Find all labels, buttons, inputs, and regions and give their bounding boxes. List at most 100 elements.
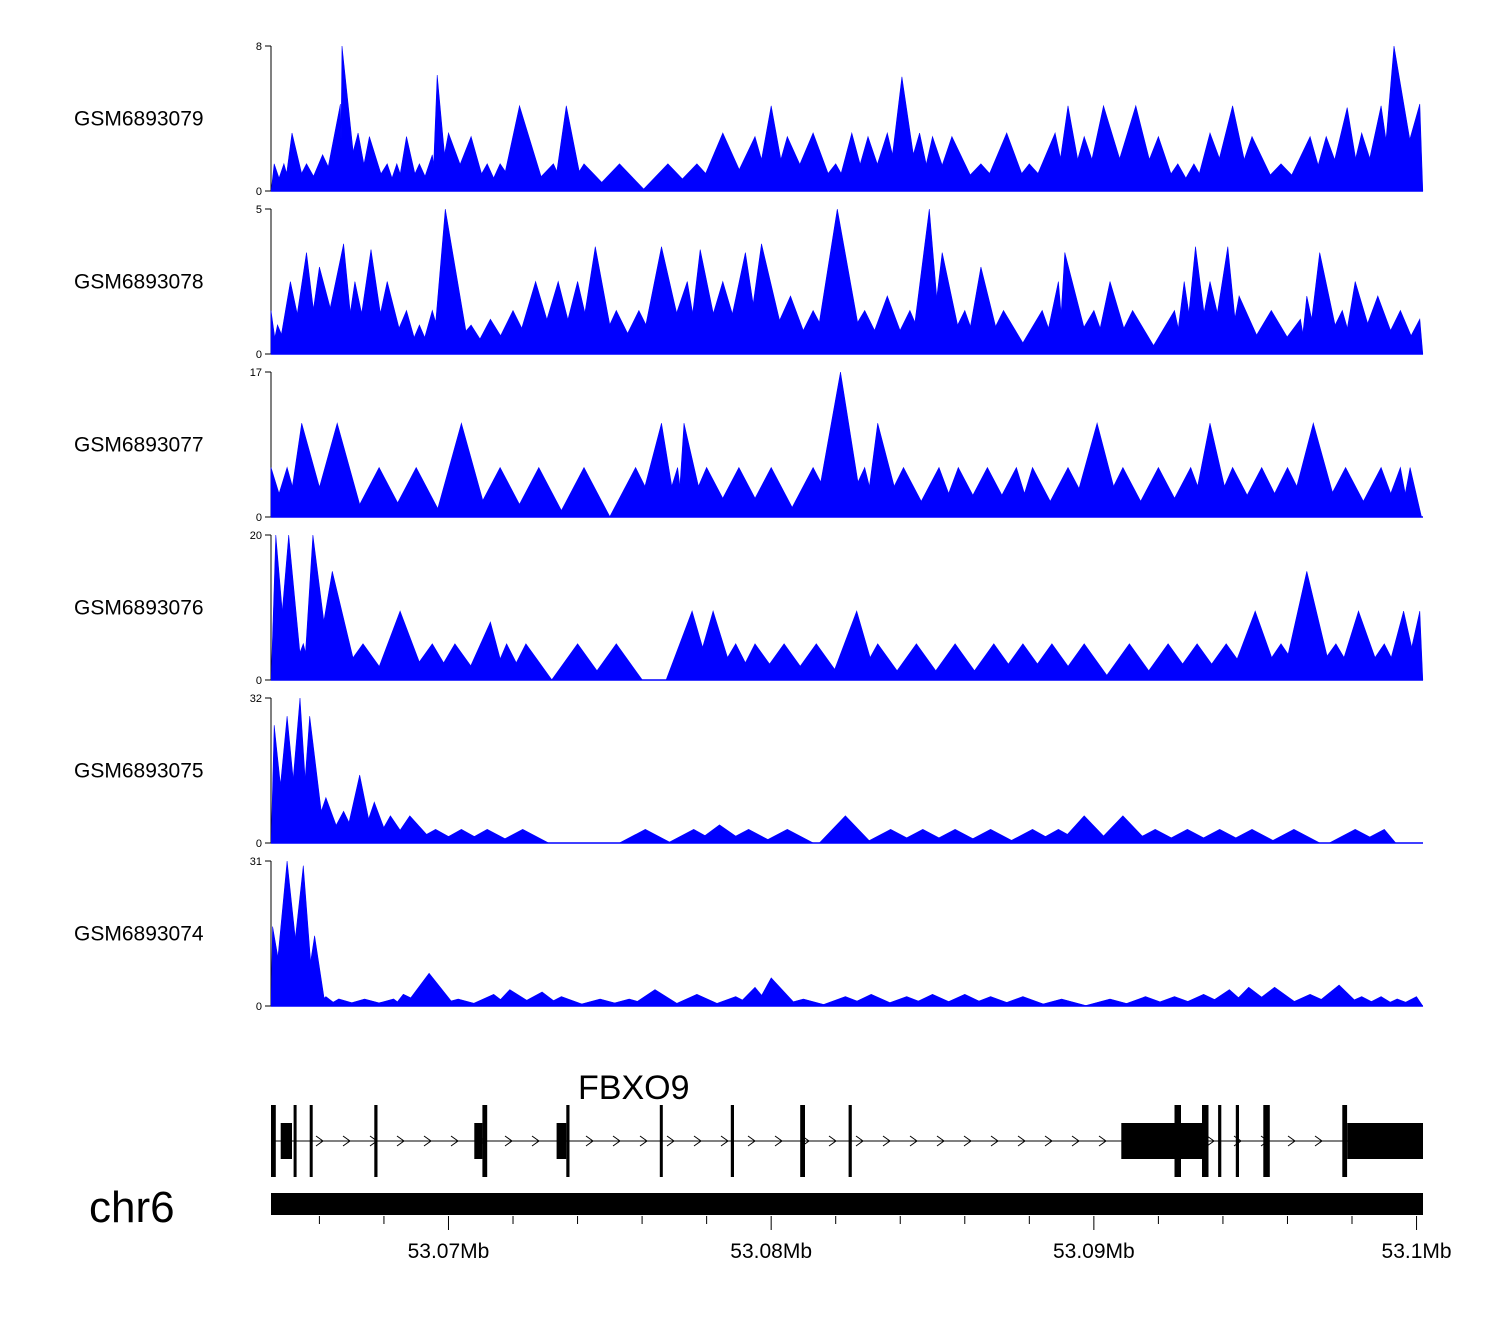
- strand-arrow: [531, 1135, 540, 1147]
- signal-peak: [629, 989, 683, 1007]
- strand-arrow: [639, 1135, 648, 1147]
- chromosome-label: chr6: [89, 1183, 175, 1232]
- signal-peak: [435, 422, 488, 518]
- y-min-label: 0: [256, 349, 262, 361]
- signal-peak: [1035, 998, 1088, 1007]
- signal-peak: [512, 466, 566, 518]
- strand-arrow: [1287, 1135, 1296, 1147]
- track-gsm6893079: GSM6893079 8 0: [74, 41, 1424, 198]
- track-gsm6893074: GSM6893074 31 0: [74, 856, 1424, 1013]
- x-axis: 53.07Mb 53.08Mb 53.09Mb 53.1Mb: [318, 1216, 1452, 1263]
- signal-peak: [619, 829, 672, 844]
- strand-arrow: [720, 1135, 729, 1147]
- x-tick-label: 53.1Mb: [1382, 1240, 1452, 1263]
- strand-arrow: [666, 1135, 675, 1147]
- signal-peak: [964, 829, 1017, 844]
- x-tick-label: 53.09Mb: [1053, 1240, 1135, 1263]
- strand-arrow: [423, 1135, 432, 1147]
- strand-arrow: [882, 1135, 891, 1147]
- signal-peak: [557, 466, 611, 518]
- y-max-label: 17: [250, 367, 262, 379]
- gene-exon: [309, 1105, 313, 1177]
- strand-arrow: [342, 1135, 351, 1147]
- track-label: GSM6893079: [74, 108, 204, 131]
- signal-peak: [496, 829, 549, 844]
- y-min-label: 0: [256, 512, 262, 524]
- strand-arrow: [774, 1135, 783, 1147]
- strand-arrow: [612, 1135, 621, 1147]
- strand-arrow: [936, 1135, 945, 1147]
- signal-peak: [323, 103, 343, 192]
- signal-peak: [744, 466, 798, 518]
- track-gsm6893076: GSM6893076 20 0: [74, 530, 1424, 687]
- strand-arrow: [828, 1135, 837, 1147]
- track-gsm6893075: GSM6893075 32 0: [74, 693, 1423, 850]
- strand-arrow: [1044, 1135, 1053, 1147]
- gene-exon: [1342, 1105, 1348, 1177]
- signal-area: [270, 208, 1424, 355]
- strand-arrow: [315, 1135, 324, 1147]
- gene-exon: [1235, 1105, 1239, 1177]
- track-gsm6893078: GSM6893078 5 0: [74, 204, 1424, 361]
- strand-arrow: [747, 1135, 756, 1147]
- gene-exon: [293, 1105, 297, 1177]
- chromosome-track: chr6: [89, 1183, 1423, 1232]
- signal-peak: [589, 643, 643, 681]
- signal-peak: [1225, 829, 1279, 844]
- signal-area: [270, 371, 1422, 518]
- signal-area: [270, 45, 1424, 192]
- y-max-label: 31: [250, 856, 262, 868]
- signal-peak: [310, 422, 364, 518]
- signal-peak: [404, 972, 456, 1007]
- signal-peak: [1267, 829, 1321, 844]
- gene-exon: [566, 1105, 570, 1177]
- gene-exon: [556, 1123, 567, 1159]
- gene-exon: [848, 1105, 852, 1177]
- y-max-label: 8: [256, 41, 262, 53]
- gene-exon: [1181, 1123, 1202, 1159]
- strand-arrow: [909, 1135, 918, 1147]
- gene-exon: [659, 1105, 663, 1177]
- track-label: GSM6893076: [74, 597, 204, 620]
- y-min-label: 0: [256, 1001, 262, 1013]
- gene-exon: [271, 1105, 276, 1177]
- signal-area: [270, 697, 1397, 844]
- signal-area: [270, 860, 1424, 1007]
- strand-arrow: [1206, 1135, 1215, 1147]
- track-label: GSM6893077: [74, 434, 204, 457]
- x-tick-label: 53.07Mb: [408, 1240, 490, 1263]
- gene-exon: [374, 1105, 378, 1177]
- y-max-label: 5: [256, 204, 262, 216]
- strand-arrow: [396, 1135, 405, 1147]
- gene-exon: [1174, 1105, 1181, 1177]
- gene-exon: [482, 1105, 488, 1177]
- y-min-label: 0: [256, 838, 262, 850]
- track-gsm6893077: GSM6893077 17 0: [74, 367, 1423, 524]
- y-max-label: 20: [250, 530, 262, 542]
- strand-arrow: [693, 1135, 702, 1147]
- gene-exon: [1218, 1105, 1222, 1177]
- gene-exon: [1347, 1123, 1423, 1159]
- signal-peak: [592, 163, 647, 192]
- strand-arrow: [1314, 1135, 1323, 1147]
- strand-arrow: [1017, 1135, 1026, 1147]
- gene-exon: [474, 1123, 483, 1159]
- gene-name-label: FBXO9: [578, 1069, 689, 1107]
- signal-peak: [432, 208, 471, 355]
- strand-arrow: [963, 1135, 972, 1147]
- gene-exon: [800, 1105, 805, 1177]
- track-label: GSM6893074: [74, 923, 204, 946]
- gene-exon: [1263, 1105, 1270, 1177]
- strand-arrow: [1098, 1135, 1107, 1147]
- y-min-label: 0: [256, 186, 262, 198]
- chromosome-bar: [271, 1193, 1423, 1215]
- signal-peak: [761, 829, 814, 844]
- gene-exon: [730, 1105, 734, 1177]
- strand-arrow: [585, 1135, 594, 1147]
- strand-arrow: [1071, 1135, 1080, 1147]
- gene-track: FBXO9: [271, 1069, 1423, 1177]
- signal-peak: [500, 104, 546, 192]
- y-max-label: 32: [250, 693, 262, 705]
